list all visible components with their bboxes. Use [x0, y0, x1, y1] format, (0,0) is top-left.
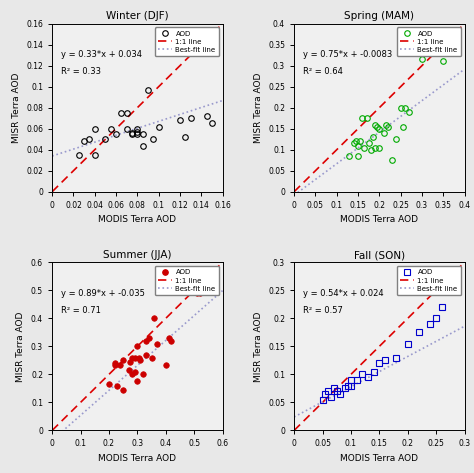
Text: y = 0.75*x + -0.0083: y = 0.75*x + -0.0083	[302, 50, 392, 59]
X-axis label: MODIS Terra AOD: MODIS Terra AOD	[98, 215, 176, 224]
Title: Summer (JJA): Summer (JJA)	[103, 250, 172, 260]
Text: R² = 0.33: R² = 0.33	[61, 67, 100, 76]
Text: y = 0.89*x + -0.035: y = 0.89*x + -0.035	[61, 289, 145, 298]
Text: y = 0.54*x + 0.024: y = 0.54*x + 0.024	[302, 289, 383, 298]
Text: R² = 0.71: R² = 0.71	[61, 306, 100, 315]
Y-axis label: MISR Terra AOD: MISR Terra AOD	[254, 311, 263, 382]
Y-axis label: MISR Terra AOD: MISR Terra AOD	[11, 72, 20, 143]
X-axis label: MODIS Terra AOD: MODIS Terra AOD	[340, 215, 419, 224]
Title: Winter (DJF): Winter (DJF)	[106, 11, 169, 21]
Legend: AOD, 1:1 line, Best-fit line: AOD, 1:1 line, Best-fit line	[155, 27, 219, 56]
X-axis label: MODIS Terra AOD: MODIS Terra AOD	[98, 454, 176, 463]
Y-axis label: MISR Terra AOD: MISR Terra AOD	[254, 72, 263, 143]
Legend: AOD, 1:1 line, Best-fit line: AOD, 1:1 line, Best-fit line	[397, 266, 461, 295]
Text: R² = 0.57: R² = 0.57	[302, 306, 343, 315]
Title: Spring (MAM): Spring (MAM)	[344, 11, 414, 21]
Title: Fall (SON): Fall (SON)	[354, 250, 405, 260]
Text: R² = 0.64: R² = 0.64	[302, 67, 343, 76]
Legend: AOD, 1:1 line, Best-fit line: AOD, 1:1 line, Best-fit line	[155, 266, 219, 295]
Legend: AOD, 1:1 line, Best-fit line: AOD, 1:1 line, Best-fit line	[397, 27, 461, 56]
Y-axis label: MISR Terra AOD: MISR Terra AOD	[17, 311, 26, 382]
X-axis label: MODIS Terra AOD: MODIS Terra AOD	[340, 454, 419, 463]
Text: y = 0.33*x + 0.034: y = 0.33*x + 0.034	[61, 50, 142, 59]
